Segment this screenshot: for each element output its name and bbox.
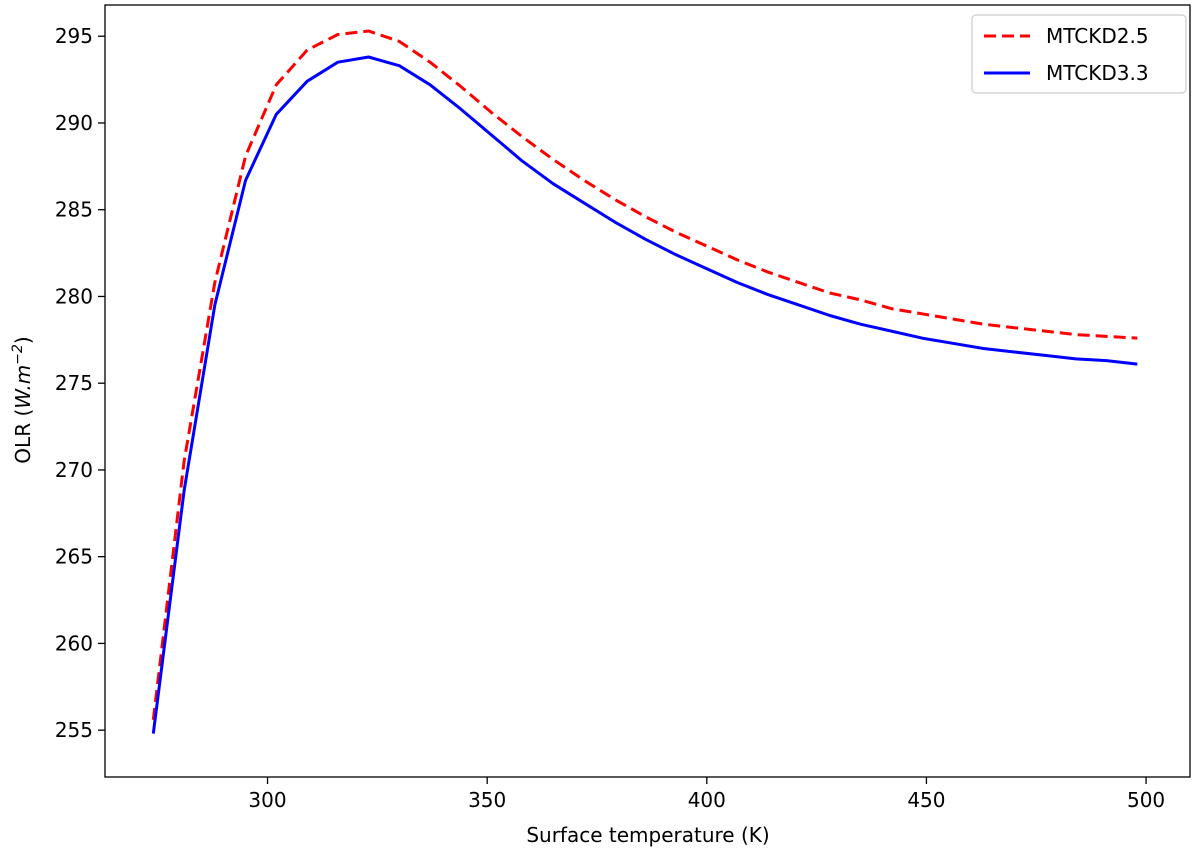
series-line-mtckd25 — [151, 29, 1138, 720]
axes: 300 350 400 450 500 255 260 265 270 275 280 285 290 2… — [55, 4, 1191, 812]
x-tick-label: 500 — [1127, 788, 1165, 812]
y-tick-label: 295 — [55, 24, 93, 48]
x-tick-label: 450 — [907, 788, 945, 812]
y-axis-label: OLR (W.m−2) — [10, 336, 35, 463]
y-tick-label: 270 — [55, 458, 93, 482]
legend-label-mtckd33: MTCKD3.3 — [1046, 61, 1149, 85]
y-tick-label: 265 — [55, 545, 93, 569]
y-tick-label: 290 — [55, 111, 93, 135]
legend-label-mtckd25: MTCKD2.5 — [1046, 24, 1149, 48]
x-tick-label: 400 — [688, 788, 726, 812]
y-tick-label: 280 — [55, 284, 93, 308]
y-tick-label: 255 — [55, 718, 93, 742]
plot-area — [151, 29, 1138, 734]
y-tick-label: 260 — [55, 631, 93, 655]
x-tick-label: 300 — [248, 788, 286, 812]
x-axis-label: Surface temperature (K) — [526, 823, 769, 847]
y-tick-label: 275 — [55, 371, 93, 395]
series-line-mtckd33 — [151, 55, 1138, 734]
x-tick-label: 350 — [468, 788, 506, 812]
axes-frame — [104, 4, 1191, 778]
y-tick-label: 285 — [55, 198, 93, 222]
legend: MTCKD2.5 MTCKD3.3 — [971, 14, 1187, 94]
